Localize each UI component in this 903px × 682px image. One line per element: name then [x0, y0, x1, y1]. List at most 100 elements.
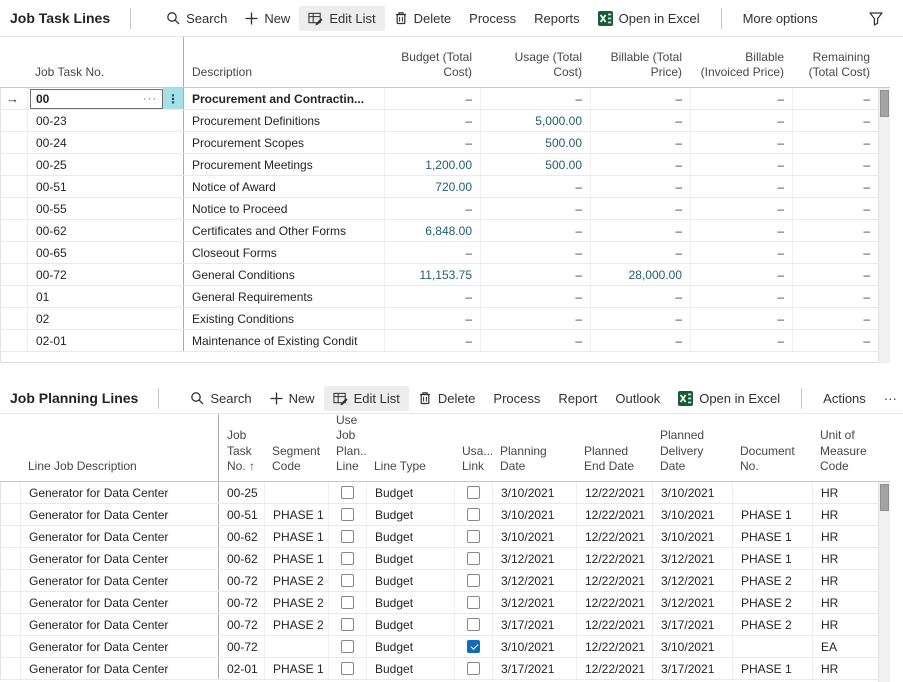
unit-of-measure-cell[interactable]: HR	[812, 614, 878, 635]
job-task-no-cell[interactable]: 00-25	[218, 482, 264, 503]
scrollbar-thumb[interactable]	[880, 484, 889, 511]
value-cell[interactable]: –	[792, 220, 878, 241]
planning-date-cell[interactable]: 3/12/2021	[492, 548, 576, 569]
value-cell[interactable]: –	[590, 176, 690, 197]
actions-menu-button[interactable]: Actions	[814, 386, 875, 411]
scrollbar-thumb[interactable]	[880, 90, 889, 117]
row-selector-cell[interactable]: →	[0, 88, 27, 109]
description-cell[interactable]: Certificates and Other Forms	[183, 220, 384, 241]
job-task-no-cell[interactable]: 00-62	[218, 548, 264, 569]
job-task-no-cell[interactable]: 00-23	[27, 110, 183, 131]
value-cell[interactable]: –	[590, 132, 690, 153]
row-selector-cell[interactable]	[0, 198, 27, 219]
planning-date-cell[interactable]: 3/12/2021	[492, 592, 576, 613]
planned-end-date-cell[interactable]: 12/22/2021	[576, 482, 652, 503]
column-header[interactable]: Document No.	[732, 414, 812, 481]
planned-delivery-date-cell[interactable]: 3/10/2021	[652, 504, 732, 525]
value-cell[interactable]: –	[384, 88, 480, 109]
value-cell[interactable]: –	[690, 132, 792, 153]
value-cell[interactable]: –	[384, 132, 480, 153]
row-selector-cell[interactable]	[0, 154, 27, 175]
unit-of-measure-cell[interactable]: HR	[812, 658, 878, 679]
use-job-plan-line-checkbox[interactable]	[341, 640, 354, 653]
job-task-no-cell[interactable]: 00-51	[27, 176, 183, 197]
value-cell[interactable]: –	[384, 198, 480, 219]
column-header[interactable]: Remaining (Total Cost)	[792, 37, 878, 87]
planned-end-date-cell[interactable]: 12/22/2021	[576, 504, 652, 525]
value-cell[interactable]: –	[690, 176, 792, 197]
value-cell[interactable]: –	[590, 286, 690, 307]
description-cell[interactable]: General Conditions	[183, 264, 384, 285]
value-cell[interactable]: 500.00	[480, 132, 590, 153]
job-task-no-cell[interactable]: 02-01	[218, 658, 264, 679]
column-header[interactable]: Budget (Total Cost)	[384, 37, 480, 87]
use-job-plan-line-cell[interactable]	[328, 570, 366, 591]
row-selector-cell[interactable]	[0, 308, 27, 329]
value-cell[interactable]: –	[480, 198, 590, 219]
open-in-excel-button[interactable]: Open in Excel	[669, 386, 789, 411]
description-cell[interactable]: Procurement Scopes	[183, 132, 384, 153]
description-cell[interactable]: Closeout Forms	[183, 242, 384, 263]
open-in-excel-button[interactable]: Open in Excel	[589, 6, 709, 31]
value-cell[interactable]: 28,000.00	[590, 264, 690, 285]
usage-link-checkbox[interactable]	[467, 552, 480, 565]
usage-link-cell[interactable]	[454, 570, 492, 591]
row-selector-cell[interactable]	[0, 330, 27, 351]
more-options-button[interactable]: More options	[734, 6, 827, 31]
use-job-plan-line-cell[interactable]	[328, 592, 366, 613]
usage-link-cell[interactable]	[454, 526, 492, 547]
segment-code-cell[interactable]: PHASE 2	[264, 592, 328, 613]
planned-end-date-cell[interactable]: 12/22/2021	[576, 636, 652, 657]
value-cell[interactable]: –	[792, 242, 878, 263]
new-button[interactable]: New	[236, 6, 299, 31]
search-button[interactable]: Search	[157, 6, 236, 31]
job-task-no-cell[interactable]: 00-72	[218, 636, 264, 657]
job-task-no-cell[interactable]: 00 ··· ⋮	[27, 88, 183, 109]
value-cell[interactable]: –	[480, 330, 590, 351]
line-type-cell[interactable]: Budget	[366, 570, 454, 591]
job-task-no-cell[interactable]: 00-55	[27, 198, 183, 219]
process-menu-button[interactable]: Process	[484, 386, 549, 411]
value-cell[interactable]: –	[480, 308, 590, 329]
value-cell[interactable]: –	[690, 286, 792, 307]
value-cell[interactable]: –	[690, 308, 792, 329]
column-header[interactable]: Segment Code	[264, 414, 328, 481]
value-cell[interactable]: –	[384, 110, 480, 131]
value-cell[interactable]: –	[480, 220, 590, 241]
planned-end-date-cell[interactable]: 12/22/2021	[576, 658, 652, 679]
value-cell[interactable]: –	[590, 308, 690, 329]
line-type-cell[interactable]: Budget	[366, 592, 454, 613]
value-cell[interactable]: –	[384, 286, 480, 307]
value-cell[interactable]: –	[792, 132, 878, 153]
row-options-button[interactable]: ⋮	[163, 88, 183, 109]
planned-delivery-date-cell[interactable]: 3/12/2021	[652, 548, 732, 569]
line-type-cell[interactable]: Budget	[366, 504, 454, 525]
job-task-no-cell[interactable]: 00-72	[218, 614, 264, 635]
description-cell[interactable]: Maintenance of Existing Condit	[183, 330, 384, 351]
planned-delivery-date-cell[interactable]: 3/12/2021	[652, 570, 732, 591]
column-header[interactable]: Line Job Description	[20, 414, 218, 481]
description-cell[interactable]: Procurement Definitions	[183, 110, 384, 131]
vertical-scrollbar[interactable]	[878, 88, 890, 363]
segment-code-cell[interactable]: PHASE 2	[264, 614, 328, 635]
usage-link-cell[interactable]	[454, 592, 492, 613]
line-type-cell[interactable]: Budget	[366, 658, 454, 679]
column-header[interactable]: Planned Delivery Date	[652, 414, 732, 481]
filter-button[interactable]	[859, 6, 893, 31]
search-button[interactable]: Search	[181, 386, 260, 411]
row-selector-cell[interactable]	[0, 636, 20, 657]
planned-end-date-cell[interactable]: 12/22/2021	[576, 570, 652, 591]
job-task-no-cell[interactable]: 00-62	[27, 220, 183, 241]
value-cell[interactable]: –	[792, 308, 878, 329]
value-cell[interactable]: –	[690, 198, 792, 219]
planning-date-cell[interactable]: 3/10/2021	[492, 636, 576, 657]
value-cell[interactable]: –	[590, 330, 690, 351]
unit-of-measure-cell[interactable]: HR	[812, 482, 878, 503]
description-cell[interactable]: Notice to Proceed	[183, 198, 384, 219]
use-job-plan-line-checkbox[interactable]	[341, 618, 354, 631]
job-task-no-cell[interactable]: 00-24	[27, 132, 183, 153]
line-type-cell[interactable]: Budget	[366, 482, 454, 503]
value-cell[interactable]: –	[480, 286, 590, 307]
column-header[interactable]: Planned End Date	[576, 414, 652, 481]
value-cell[interactable]: –	[590, 88, 690, 109]
